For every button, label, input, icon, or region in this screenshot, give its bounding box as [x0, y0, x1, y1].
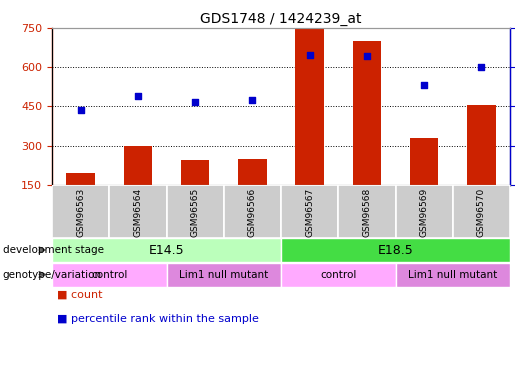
Point: [363, 53, 371, 59]
Bar: [52, 185, 109, 238]
Bar: [453, 185, 510, 238]
Bar: [181, 160, 210, 185]
Point: [134, 93, 142, 99]
Bar: [396, 185, 453, 238]
Bar: [338, 185, 396, 238]
Text: GSM96565: GSM96565: [191, 188, 200, 237]
Text: ■ percentile rank within the sample: ■ percentile rank within the sample: [57, 314, 259, 324]
Bar: [281, 238, 510, 261]
Text: GSM96569: GSM96569: [420, 188, 428, 237]
Text: GSM96570: GSM96570: [477, 188, 486, 237]
Point: [420, 81, 428, 87]
Text: GSM96567: GSM96567: [305, 188, 314, 237]
Bar: [109, 185, 166, 238]
Point: [248, 97, 256, 103]
Bar: [410, 138, 438, 185]
Text: Lim1 null mutant: Lim1 null mutant: [179, 270, 268, 279]
Text: control: control: [91, 270, 127, 279]
Text: genotype/variation: genotype/variation: [3, 270, 101, 279]
Point: [77, 106, 85, 112]
Text: ■ count: ■ count: [57, 290, 102, 300]
Bar: [353, 41, 381, 185]
Point: [191, 99, 199, 105]
Text: GSM96566: GSM96566: [248, 188, 257, 237]
Bar: [52, 238, 281, 261]
Bar: [396, 262, 510, 286]
Text: E18.5: E18.5: [377, 243, 414, 256]
Bar: [295, 28, 324, 185]
Bar: [52, 262, 166, 286]
Point: [305, 52, 314, 58]
Text: GSM96568: GSM96568: [363, 188, 371, 237]
Text: GSM96564: GSM96564: [133, 188, 142, 237]
Bar: [66, 173, 95, 185]
Bar: [238, 159, 267, 185]
Text: Lim1 null mutant: Lim1 null mutant: [408, 270, 497, 279]
Title: GDS1748 / 1424239_at: GDS1748 / 1424239_at: [200, 12, 362, 26]
Bar: [166, 262, 281, 286]
Text: GSM96563: GSM96563: [76, 188, 85, 237]
Bar: [281, 262, 396, 286]
Bar: [224, 185, 281, 238]
Bar: [467, 105, 495, 185]
Text: E14.5: E14.5: [149, 243, 184, 256]
Point: [477, 64, 486, 70]
Bar: [281, 185, 338, 238]
Bar: [166, 185, 224, 238]
Text: development stage: development stage: [3, 245, 104, 255]
Bar: [124, 146, 152, 185]
Text: control: control: [320, 270, 356, 279]
